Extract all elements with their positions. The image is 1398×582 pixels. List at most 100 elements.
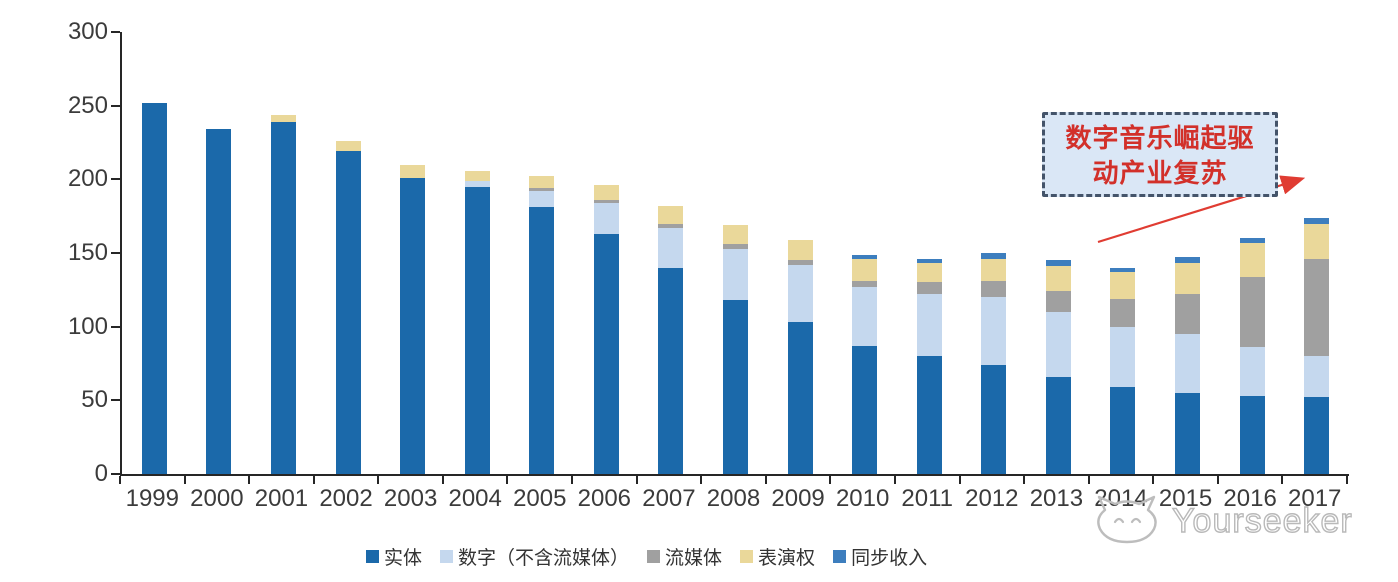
x-axis-label: 2016 — [1223, 485, 1277, 512]
x-axis-tick — [441, 476, 444, 484]
bar-segment — [981, 364, 1007, 474]
bar-segment — [529, 191, 555, 208]
bar-segment — [981, 258, 1007, 282]
x-axis-label: 2015 — [1158, 485, 1213, 512]
bar-segment — [1304, 397, 1330, 474]
x-axis-label: 2005 — [513, 485, 567, 512]
x-axis-label: 2009 — [771, 485, 825, 512]
bar-segment — [852, 286, 878, 346]
legend-swatch-icon — [740, 550, 754, 563]
bar-segment — [852, 281, 878, 287]
bar-group-2012 — [981, 253, 1007, 474]
x-axis-tick — [635, 476, 638, 484]
bar-segment — [723, 248, 748, 301]
bar-segment — [1175, 294, 1201, 335]
bar-segment — [335, 141, 361, 152]
bar-group-1999 — [141, 102, 167, 474]
x-axis-tick — [312, 476, 315, 484]
plot-area — [120, 32, 1349, 476]
bar-segment — [1304, 223, 1330, 259]
bar-segment — [658, 223, 684, 228]
bar-segment — [1239, 347, 1265, 396]
legend-swatch-icon — [833, 550, 847, 563]
bar-segment — [1110, 326, 1136, 388]
y-axis-tick-label: 200 — [67, 165, 108, 193]
y-axis-tick — [111, 325, 120, 328]
bar-segment — [1239, 242, 1265, 277]
bar-segment — [593, 185, 619, 200]
x-axis-label: 2000 — [190, 485, 244, 512]
bar-segment — [1045, 260, 1071, 267]
x-axis-label: 2017 — [1288, 485, 1342, 512]
x-axis-tick — [248, 476, 251, 484]
bar-segment — [981, 253, 1007, 259]
y-axis-tick-label: 150 — [67, 239, 108, 266]
bar-segment — [270, 114, 296, 122]
x-axis-tick — [764, 476, 767, 484]
x-axis-tick — [1216, 476, 1219, 484]
bar-segment — [916, 282, 942, 295]
bar-group-2009 — [787, 239, 813, 474]
bar-segment — [1110, 298, 1136, 327]
bar-group-2003 — [400, 164, 426, 474]
bar-group-2011 — [916, 258, 942, 474]
x-axis-tick — [1346, 476, 1348, 484]
y-axis-tick — [111, 399, 120, 402]
bar-group-2014 — [1110, 267, 1136, 474]
bar-group-2013 — [1045, 260, 1071, 474]
x-axis-label: 2011 — [901, 485, 954, 512]
legend-label: 流媒体 — [665, 548, 723, 569]
x-axis-label: 2013 — [1029, 485, 1084, 512]
annotation-text-line1: 数字音乐崛起驱 — [1065, 123, 1255, 153]
x-axis-tick — [183, 476, 186, 484]
y-axis-tick — [111, 104, 120, 107]
bar-segment — [206, 129, 232, 474]
bar-segment — [1110, 267, 1136, 273]
bar-segment — [1239, 276, 1265, 348]
bar-segment — [787, 239, 813, 261]
bar-group-2000 — [206, 129, 232, 474]
x-axis-label: 2003 — [383, 485, 438, 512]
bar-segment — [141, 102, 167, 474]
bar-group-2004 — [464, 170, 490, 474]
x-axis-tick — [377, 476, 380, 484]
legend-label: 实体 — [384, 548, 423, 569]
x-axis-tick — [958, 476, 961, 484]
legend-item: 流媒体 — [647, 543, 722, 570]
x-axis-tick — [1023, 476, 1026, 484]
x-axis-label: 2007 — [642, 485, 696, 512]
y-axis-tick-label: 300 — [67, 18, 108, 45]
bar-segment — [1304, 258, 1330, 357]
y-axis-tick — [111, 252, 120, 254]
bar-group-2005 — [529, 176, 555, 474]
bar-segment — [787, 260, 813, 265]
bar-segment — [1045, 311, 1071, 377]
bar-segment — [916, 258, 942, 264]
bar-segment — [400, 177, 426, 474]
bar-segment — [529, 188, 555, 192]
bar-segment — [1045, 266, 1071, 292]
legend-item: 表演权 — [740, 543, 815, 570]
bar-segment — [1239, 395, 1265, 474]
x-axis-tick — [1087, 476, 1090, 484]
x-axis-label: 2002 — [319, 485, 373, 512]
annotation-text-line2: 动产业复苏 — [1092, 158, 1228, 188]
y-axis-tick — [111, 31, 120, 33]
bar-group-2015 — [1175, 257, 1201, 474]
bar-segment — [1175, 392, 1201, 474]
bar-segment — [1304, 217, 1330, 224]
bar-segment — [1175, 263, 1201, 295]
bar-segment — [529, 176, 555, 189]
bar-segment — [464, 186, 490, 474]
bar-segment — [787, 322, 813, 474]
y-axis-tick — [111, 178, 120, 181]
legend-label: 同步收入 — [851, 548, 928, 569]
x-axis-tick — [700, 476, 703, 484]
bar-segment — [400, 164, 426, 178]
y-axis-tick-label: 250 — [67, 91, 108, 119]
bar-group-2010 — [852, 254, 878, 474]
bar-group-2002 — [335, 141, 361, 474]
bar-segment — [658, 267, 684, 474]
bar-segment — [1045, 291, 1071, 312]
